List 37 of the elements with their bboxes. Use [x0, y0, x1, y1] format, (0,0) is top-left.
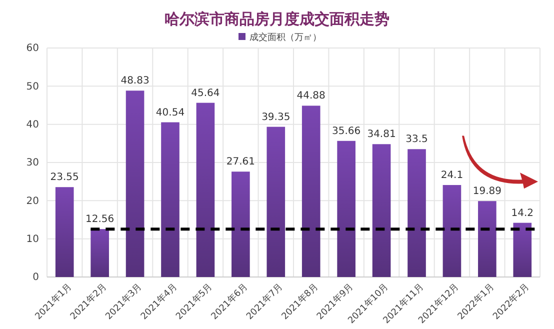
data-label: 48.83	[120, 76, 150, 87]
y-tick-label: 30	[26, 158, 39, 169]
data-label: 12.56	[86, 214, 114, 226]
bar	[90, 229, 109, 277]
bar	[408, 149, 426, 277]
bar	[266, 126, 286, 277]
data-label: 45.64	[191, 88, 220, 99]
data-label: 24.1	[440, 170, 464, 182]
bar	[161, 122, 180, 277]
data-label: 19.89	[472, 186, 502, 198]
data-label: 40.54	[156, 107, 185, 118]
bar	[478, 201, 496, 277]
data-label: 33.5	[406, 134, 428, 146]
y-tick-label: 10	[26, 234, 39, 246]
bar	[372, 144, 391, 277]
bar	[302, 106, 320, 277]
bar	[337, 140, 356, 277]
data-label: 27.61	[226, 156, 255, 168]
bar	[126, 90, 144, 277]
bar	[55, 187, 74, 277]
y-tick-label: 0	[32, 272, 39, 284]
data-label: 23.55	[50, 172, 79, 184]
chart-title: 哈尔滨市商品房月度成交面积走势	[164, 10, 390, 28]
data-label: 44.88	[296, 90, 326, 102]
bar	[232, 172, 250, 277]
y-tick-label: 20	[26, 196, 39, 207]
data-label: 34.81	[367, 129, 396, 140]
y-tick-label: 50	[26, 81, 39, 92]
y-tick-label: 40	[26, 120, 39, 131]
data-label: 14.2	[511, 208, 534, 219]
y-tick-label: 60	[26, 43, 39, 54]
bar	[196, 102, 215, 277]
bar	[513, 222, 532, 277]
legend-label: 成交面积（万㎡）	[250, 32, 322, 43]
data-label: 35.66	[332, 126, 361, 137]
data-label: 39.35	[262, 112, 290, 123]
bar	[442, 185, 462, 277]
